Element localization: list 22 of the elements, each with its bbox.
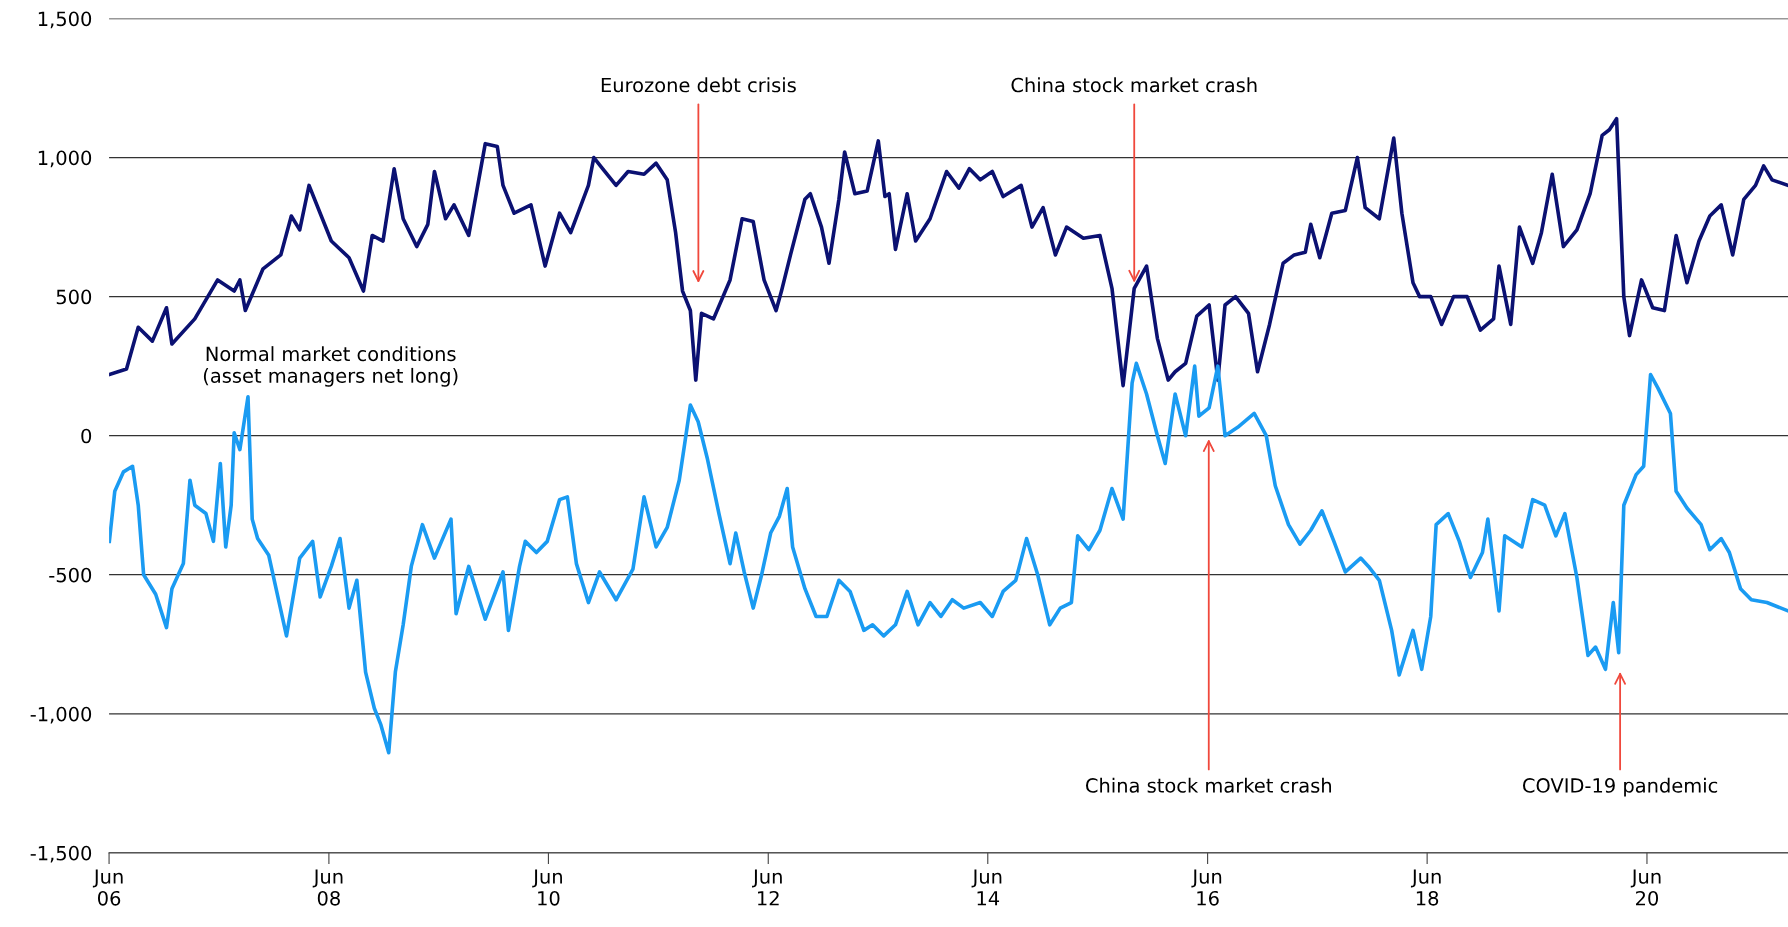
x-tick-label: Jun 18: [1410, 869, 1441, 906]
annotation: China stock market crash: [1011, 77, 1257, 93]
x-tick-label: Jun 20: [1630, 869, 1661, 906]
line-series: [109, 116, 1788, 388]
y-tick-label: 1,000: [38, 150, 92, 168]
annotation: Eurozone debt crisis: [601, 77, 796, 93]
x-tick-label: Jun 06: [92, 869, 123, 906]
annotation: Normal market conditions (asset managers net long): [203, 346, 458, 387]
y-tick-label: 500: [56, 289, 92, 305]
y-tick-label: 1,500: [38, 11, 92, 29]
y-tick-label: -500: [49, 567, 92, 583]
y-tick-label: -1,000: [30, 706, 92, 724]
x-tick-label: Jun 12: [752, 869, 782, 906]
x-tick-label: Jun 16: [1191, 869, 1222, 906]
x-tick-label: Jun 08: [312, 869, 343, 906]
x-tick-label: Jun 14: [971, 869, 1002, 906]
annotation: COVID-19 pandemic: [1522, 777, 1718, 797]
line-series: [109, 361, 1788, 755]
x-tick-label: Jun 10: [532, 869, 562, 906]
y-tick-label: 0: [81, 428, 92, 444]
annotation: China stock market crash: [1086, 777, 1331, 793]
y-tick-label: -1,500: [30, 845, 92, 863]
